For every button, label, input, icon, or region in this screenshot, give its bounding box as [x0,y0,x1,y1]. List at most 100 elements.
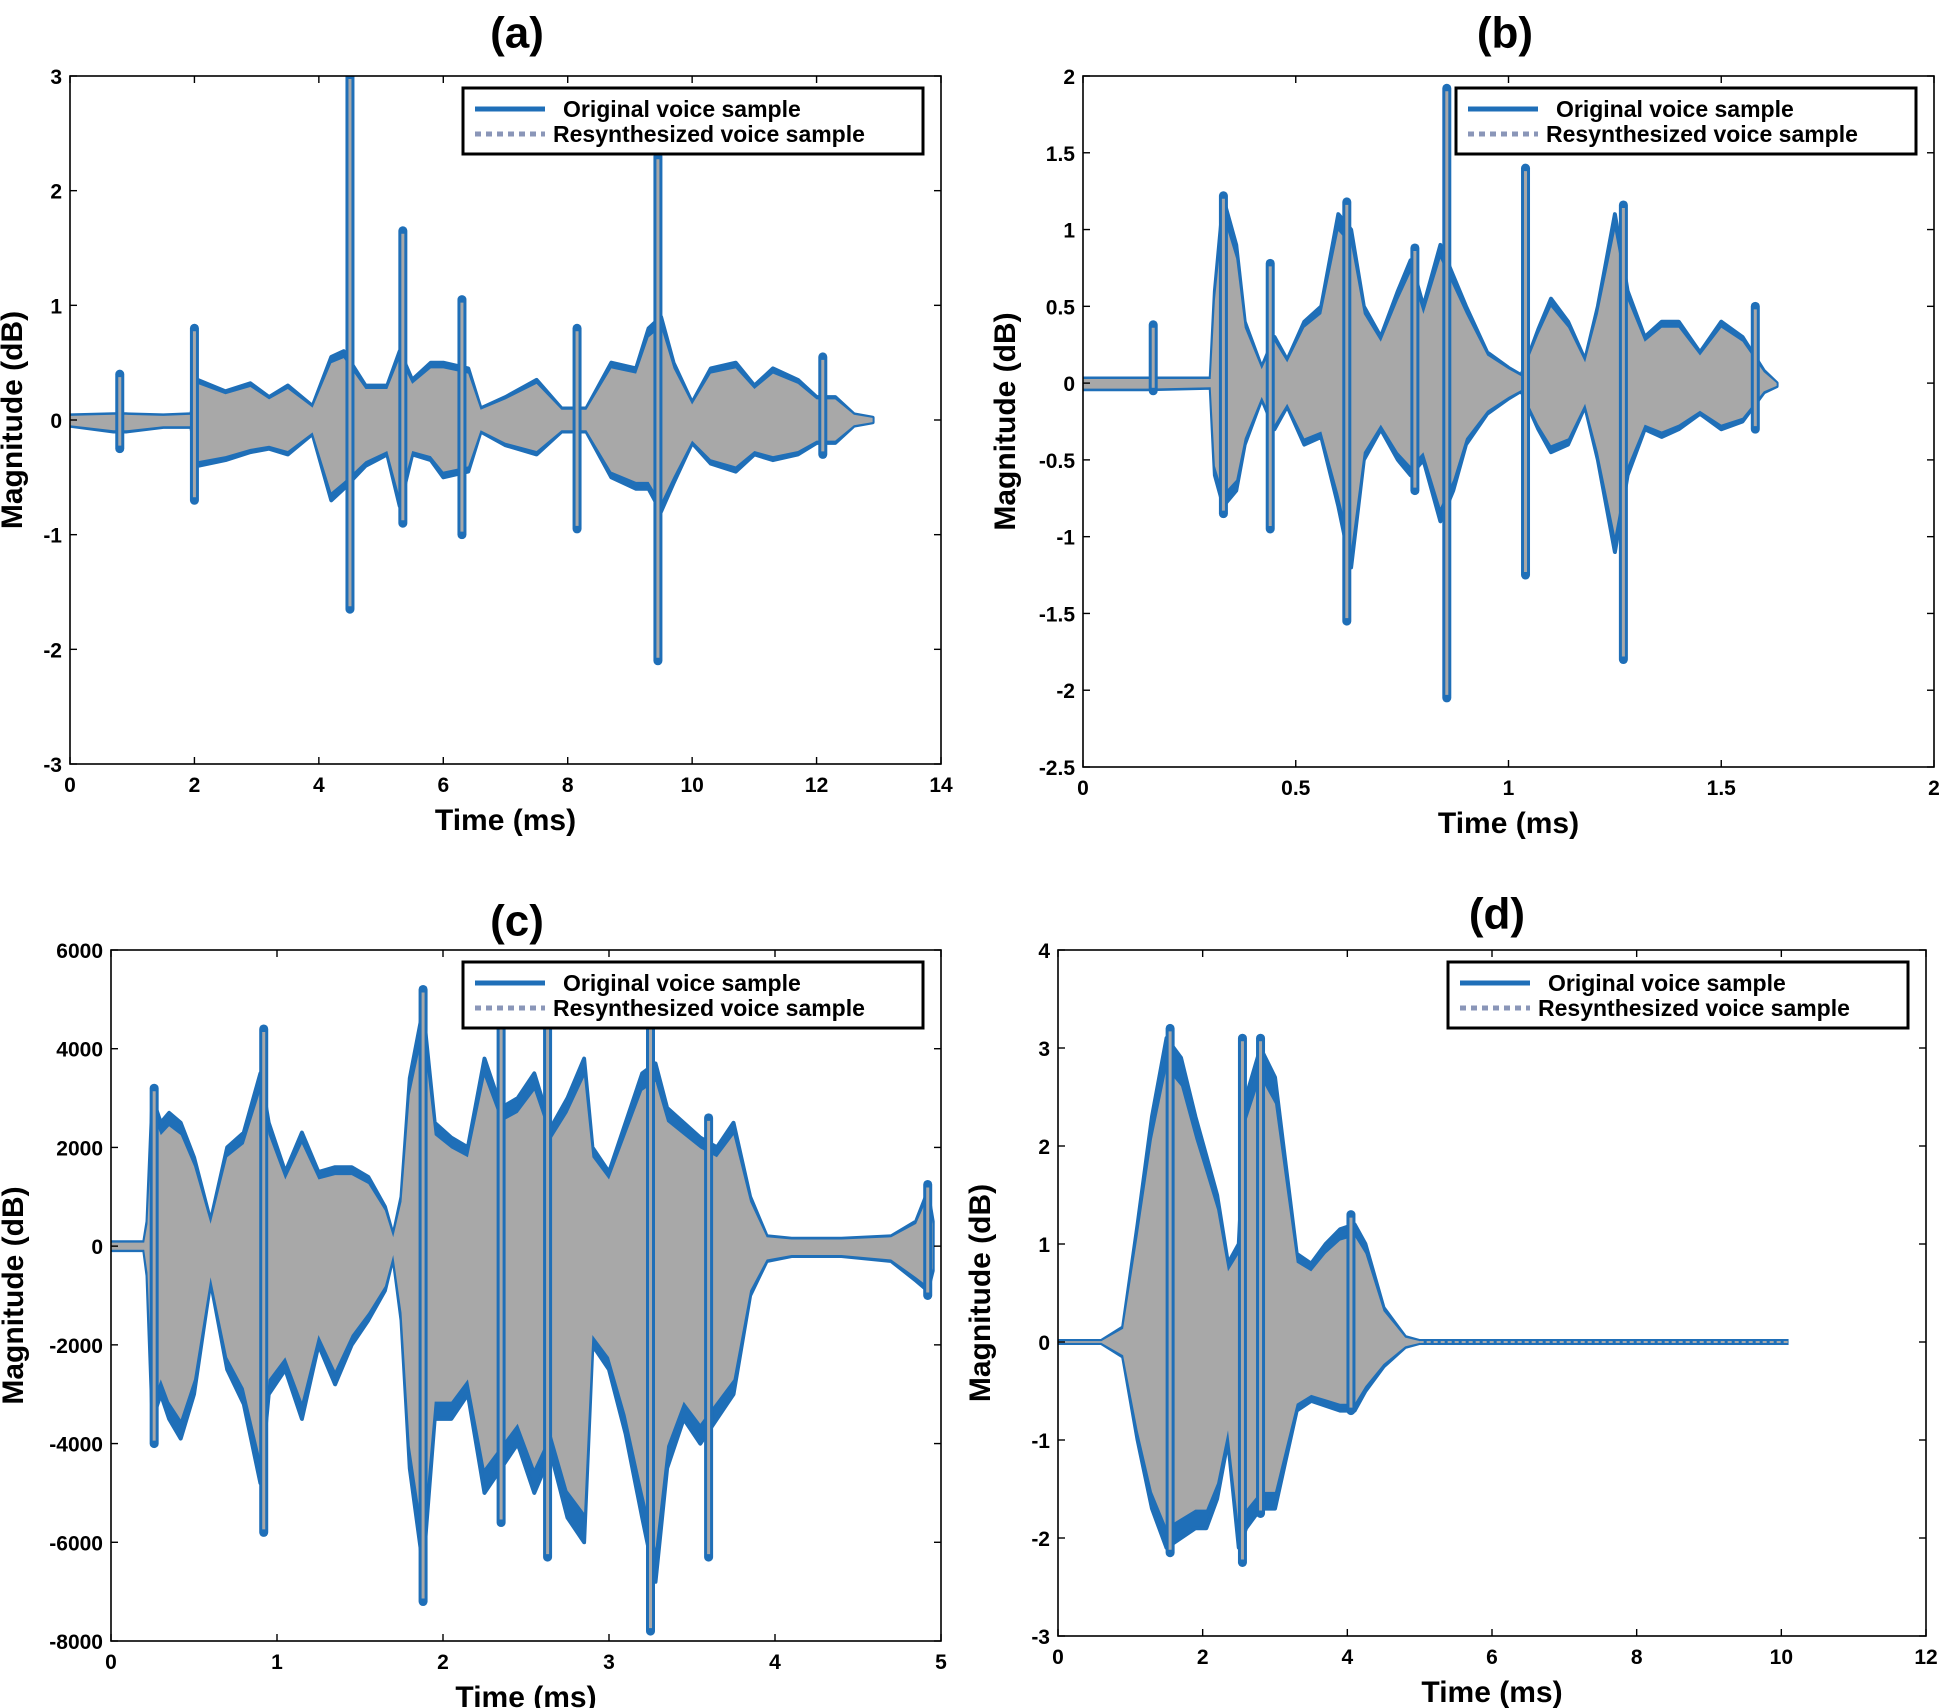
y-tick-label: 0 [91,1236,103,1259]
y-tick-label: -3 [43,754,62,777]
y-tick-label: -1 [1031,1430,1050,1453]
y-axis-label: Magnitude (dB) [0,1186,30,1404]
y-tick-label: 0 [1063,373,1075,396]
x-tick-label: 0.5 [1281,777,1311,800]
y-axis-label: Magnitude (dB) [0,311,29,529]
x-tick-label: 1 [271,1651,283,1674]
legend-box [461,86,925,156]
y-tick-label: -2 [43,639,62,662]
y-tick-label: -3 [1031,1626,1050,1649]
legend-label-original: Original voice sample [563,970,801,996]
x-tick-label: 4 [1341,1646,1353,1669]
x-tick-label: 0 [105,1651,117,1674]
resynthesized-signal-envelope [1083,217,1777,550]
x-tick-label: 6 [1486,1646,1498,1669]
y-axis-label: Magnitude (dB) [964,1184,997,1402]
y-tick-label: 2 [1063,66,1075,89]
x-tick-label: 10 [680,774,703,797]
legend-label-original: Original voice sample [563,96,801,122]
x-axis-label: Time (ms) [1438,807,1579,840]
y-tick-label: -2 [1031,1528,1050,1551]
x-tick-label: 8 [1631,1646,1643,1669]
resynthesized-signal-envelope [70,327,873,503]
x-axis-label: Time (ms) [1421,1676,1562,1708]
x-tick-label: 14 [929,774,953,797]
x-tick-label: 6 [437,774,449,797]
y-tick-label: 0 [1038,1332,1050,1355]
y-tick-label: 1 [1063,220,1075,243]
chart-panel-c: (c) 0 1 2 3 4 5 -8000 -6000 -4000 -2000 0 2000 4000 60… [0,897,947,1708]
y-tick-label: 3 [50,66,62,89]
x-tick-label: 12 [805,774,828,797]
x-tick-label: 5 [935,1651,947,1674]
y-tick-label: -8000 [49,1631,103,1654]
y-tick-label: 2 [50,181,62,204]
y-tick-label: -1.5 [1039,603,1076,626]
y-tick-label: 1 [1038,1234,1050,1257]
x-tick-label: 4 [313,774,325,797]
y-tick-label: 0 [50,410,62,433]
y-tick-label: -0.5 [1039,450,1076,473]
x-tick-label: 12 [1914,1646,1937,1669]
y-tick-label: -2 [1056,680,1075,703]
y-tick-label: -4000 [49,1434,103,1457]
legend-label-resynthesized: Resynthesized voice sample [553,121,865,147]
signal-group [1083,83,1779,703]
legend-label-resynthesized: Resynthesized voice sample [1546,121,1858,147]
legend-box [1446,960,1910,1030]
y-tick-label: -2000 [49,1335,103,1358]
y-tick-label: -1 [1056,527,1075,550]
y-tick-label: 1.5 [1046,143,1076,166]
y-tick-label: 2 [1038,1136,1050,1159]
x-tick-label: 1 [1503,777,1515,800]
x-tick-label: 8 [562,774,574,797]
signal-group [111,984,935,1636]
y-tick-label: -1 [43,525,62,548]
panel-title-c: (c) [490,897,544,946]
x-tick-label: 0 [64,774,76,797]
panel-title-d: (d) [1469,890,1525,939]
y-tick-label: 6000 [56,940,103,963]
y-tick-label: 1 [50,295,62,318]
x-tick-label: 3 [603,1651,615,1674]
signal-group [70,76,875,666]
chart-panel-b: (b) 0 0.5 1 1.5 2 -2.5 -2 -1.5 -1 -0.5 0 0.5 1 1.5 2 Tim… [989,9,1940,840]
signal-group [1058,1023,1789,1567]
y-tick-label: -6000 [49,1532,103,1555]
y-tick-label: 0.5 [1046,296,1076,319]
x-axis-label: Time (ms) [435,804,576,837]
y-tick-label: 4 [1038,940,1050,963]
legend-label-original: Original voice sample [1548,970,1786,996]
panel-title-b: (b) [1477,9,1533,58]
x-tick-label: 2 [1928,777,1940,800]
y-tick-label: 3 [1038,1038,1050,1061]
x-tick-label: 4 [769,1651,781,1674]
x-tick-label: 2 [189,774,201,797]
resynthesized-signal-envelope [111,1032,933,1549]
x-tick-label: 1.5 [1707,777,1737,800]
legend-label-resynthesized: Resynthesized voice sample [553,995,865,1021]
axes-frame [110,949,942,1642]
x-tick-label: 0 [1077,777,1089,800]
panel-title-a: (a) [490,9,544,58]
x-tick-label: 2 [1197,1646,1209,1669]
y-tick-label: 2000 [56,1137,103,1160]
y-axis-label: Magnitude (dB) [989,312,1022,530]
x-tick-label: 0 [1052,1646,1064,1669]
x-tick-label: 10 [1770,1646,1793,1669]
x-tick-label: 2 [437,1651,449,1674]
legend-box [1454,86,1918,156]
x-axis-label: Time (ms) [455,1681,596,1708]
y-tick-label: -2.5 [1039,757,1076,780]
y-tick-label: 4000 [56,1039,103,1062]
legend-box [461,960,925,1030]
legend-label-resynthesized: Resynthesized voice sample [1538,995,1850,1021]
legend-label-original: Original voice sample [1556,96,1794,122]
